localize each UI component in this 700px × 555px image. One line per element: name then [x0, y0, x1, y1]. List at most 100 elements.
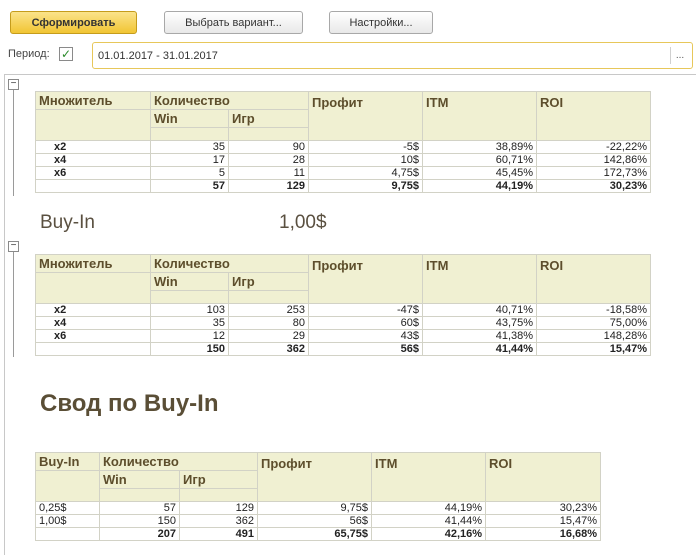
cell-profit: -47$	[308, 303, 424, 317]
cell-games: 253	[227, 303, 310, 317]
header-blank	[35, 109, 151, 141]
cell-profit: 9,75$	[257, 501, 373, 515]
header-blank	[150, 127, 229, 141]
cell-games: 29	[227, 329, 310, 343]
row-label	[35, 342, 151, 356]
row-label: x6	[35, 329, 151, 343]
cell-profit: 56$	[308, 342, 424, 356]
cell-roi: -18,58%	[536, 303, 652, 317]
cell-games: 129	[227, 179, 310, 193]
summary-table: Buy-In Количество Профит ITM ROI Win Игр…	[35, 452, 602, 541]
cell-win: 12	[150, 329, 229, 343]
cell-itm: 41,44%	[371, 514, 487, 528]
table-row: x4 35 80 60$ 43,75% 75,00%	[35, 316, 652, 330]
buyin-group-value: 1,00$	[279, 212, 327, 233]
cell-roi: 15,47%	[536, 342, 652, 356]
cell-profit: 56$	[257, 514, 373, 528]
cell-profit: 65,75$	[257, 527, 373, 541]
table-row: x4 17 28 10$ 60,71% 142,86%	[35, 153, 652, 167]
cell-profit: 9,75$	[308, 179, 424, 193]
period-field[interactable]: ...	[92, 42, 693, 69]
header-blank	[35, 272, 151, 304]
minus-box-icon: −	[10, 240, 17, 251]
cell-profit: 10$	[308, 153, 424, 167]
header-games: Игр	[227, 109, 310, 128]
table-total-row: 57 129 9,75$ 44,19% 30,23%	[35, 179, 652, 193]
cell-win: 35	[150, 316, 229, 330]
table-row: x6 5 11 4,75$ 45,45% 172,73%	[35, 166, 652, 180]
cell-itm: 44,19%	[422, 179, 538, 193]
period-select-button[interactable]: ...	[670, 47, 689, 64]
group2-collapse-toggle[interactable]: −	[8, 241, 19, 252]
header-win: Win	[150, 272, 229, 291]
cell-roi: 30,23%	[485, 501, 602, 515]
cell-itm: 38,89%	[422, 140, 538, 154]
cell-win: 5	[150, 166, 229, 180]
table-row: 0,25$ 57 129 9,75$ 44,19% 30,23%	[35, 501, 602, 515]
group1-tree-line	[13, 88, 14, 196]
header-blank	[178, 488, 259, 502]
settings-button[interactable]: Настройки...	[329, 11, 433, 34]
header-blank	[227, 290, 310, 304]
cell-win: 103	[150, 303, 229, 317]
row-label: x2	[35, 303, 151, 317]
cell-win: 207	[99, 527, 180, 541]
row-buyin: 0,25$	[35, 501, 100, 515]
cell-roi: 16,68%	[485, 527, 602, 541]
cell-roi: 142,86%	[536, 153, 652, 167]
cell-games: 28	[227, 153, 310, 167]
table-header-row: Buy-In Количество Профит ITM ROI	[35, 452, 602, 502]
table-header-row: Множитель Количество Профит ITM ROI	[35, 91, 652, 141]
generate-button[interactable]: Сформировать	[10, 11, 137, 34]
cell-games: 11	[227, 166, 310, 180]
cell-win: 57	[99, 501, 180, 515]
header-blank	[227, 127, 310, 141]
group1-collapse-toggle[interactable]: −	[8, 79, 19, 90]
cell-profit: 4,75$	[308, 166, 424, 180]
header-win: Win	[150, 109, 229, 128]
header-win: Win	[99, 470, 180, 489]
cell-itm: 40,71%	[422, 303, 538, 317]
header-roi: ROI	[536, 91, 652, 141]
summary-title: Свод по Buy-In	[40, 390, 219, 417]
table-row: x2 103 253 -47$ 40,71% -18,58%	[35, 303, 652, 317]
header-games: Игр	[227, 272, 310, 291]
cell-itm: 44,19%	[371, 501, 487, 515]
cell-win: 17	[150, 153, 229, 167]
row-buyin: 1,00$	[35, 514, 100, 528]
cell-profit: 60$	[308, 316, 424, 330]
minus-box-icon: −	[10, 78, 17, 89]
period-label: Период:	[8, 48, 50, 60]
table-subheader-row: Win Игр	[35, 109, 651, 141]
choose-variant-button[interactable]: Выбрать вариант...	[164, 11, 303, 34]
cell-games: 491	[178, 527, 259, 541]
period-input[interactable]	[98, 48, 658, 64]
checkmark-icon: ✓	[60, 47, 72, 61]
cell-games: 80	[227, 316, 310, 330]
header-blank	[35, 470, 100, 502]
buyin-group-label: Buy-In	[40, 212, 95, 233]
cell-roi: 172,73%	[536, 166, 652, 180]
table-row: x6 12 29 43$ 41,38% 148,28%	[35, 329, 652, 343]
row-label: x4	[35, 316, 151, 330]
cell-win: 35	[150, 140, 229, 154]
table-row: 1,00$ 150 362 56$ 41,44% 15,47%	[35, 514, 602, 528]
header-roi: ROI	[536, 254, 652, 304]
cell-games: 362	[227, 342, 310, 356]
table-header-row: Множитель Количество Профит ITM ROI	[35, 254, 652, 304]
header-profit: Профит	[308, 254, 424, 304]
cell-itm: 41,44%	[422, 342, 538, 356]
cell-profit: -5$	[308, 140, 424, 154]
group1-table: Множитель Количество Профит ITM ROI Win …	[35, 91, 652, 193]
cell-win: 57	[150, 179, 229, 193]
cell-profit: 43$	[308, 329, 424, 343]
cell-itm: 60,71%	[422, 153, 538, 167]
row-label: x4	[35, 153, 151, 167]
header-buyin: Buy-In	[35, 452, 100, 471]
header-multiplier: Множитель	[35, 91, 151, 110]
cell-itm: 41,38%	[422, 329, 538, 343]
period-checkbox[interactable]: ✓	[59, 47, 73, 61]
table-row: x2 35 90 -5$ 38,89% -22,22%	[35, 140, 652, 154]
cell-itm: 42,16%	[371, 527, 487, 541]
row-buyin	[35, 527, 100, 541]
